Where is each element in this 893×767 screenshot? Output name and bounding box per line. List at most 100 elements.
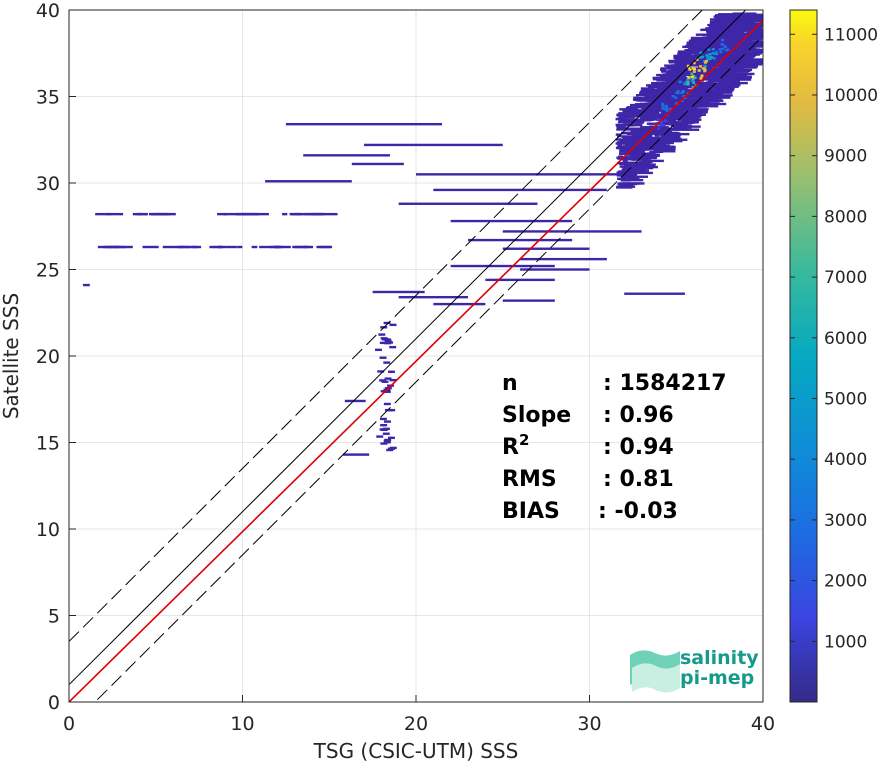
density-cell bbox=[649, 151, 656, 154]
density-cell bbox=[661, 134, 680, 138]
density-cell bbox=[638, 105, 653, 108]
density-cell bbox=[738, 16, 747, 19]
density-cell bbox=[750, 36, 763, 39]
density-column bbox=[379, 341, 387, 345]
density-cell bbox=[700, 83, 716, 87]
density-speckle bbox=[144, 212, 148, 216]
density-cell bbox=[724, 41, 741, 44]
density-core-cell bbox=[661, 107, 665, 110]
density-column bbox=[344, 399, 366, 403]
density-cell bbox=[667, 115, 685, 118]
density-cell bbox=[664, 76, 686, 80]
density-cell bbox=[731, 72, 755, 76]
density-cell bbox=[711, 89, 734, 92]
density-cell bbox=[637, 99, 651, 102]
density-cell bbox=[621, 131, 631, 135]
density-cell bbox=[618, 177, 635, 181]
density-speckle bbox=[237, 245, 243, 249]
density-cell bbox=[619, 165, 629, 168]
density-cell bbox=[625, 171, 646, 174]
density-streak bbox=[363, 143, 503, 147]
density-cell bbox=[617, 120, 642, 124]
density-cell bbox=[660, 67, 679, 70]
density-core-cell bbox=[664, 104, 668, 108]
density-cell bbox=[658, 117, 679, 120]
density-streak bbox=[285, 122, 443, 126]
density-streak bbox=[502, 230, 642, 233]
density-speckle bbox=[226, 245, 237, 249]
y-tick-label: 35 bbox=[36, 87, 60, 109]
density-cell bbox=[737, 51, 762, 55]
density-cell bbox=[752, 17, 763, 20]
density-cell bbox=[732, 46, 741, 50]
density-cell bbox=[653, 85, 673, 89]
density-core-cell bbox=[725, 48, 729, 52]
density-cell bbox=[709, 32, 731, 35]
density-cell bbox=[624, 115, 635, 119]
density-streak bbox=[433, 188, 607, 192]
upper-line bbox=[69, 10, 703, 642]
density-streak bbox=[520, 268, 590, 271]
density-core-cell bbox=[721, 47, 725, 51]
density-cell bbox=[666, 94, 684, 98]
density-cell bbox=[687, 110, 708, 113]
density-core-cell bbox=[703, 64, 707, 68]
density-cell bbox=[702, 66, 711, 70]
density-cell bbox=[618, 152, 629, 155]
density-cell bbox=[725, 30, 745, 33]
density-cell bbox=[732, 42, 742, 45]
density-cell bbox=[695, 33, 711, 36]
density-cell bbox=[641, 126, 653, 129]
density-core-cell bbox=[708, 57, 712, 61]
stat-label: n bbox=[502, 371, 518, 396]
density-cell bbox=[728, 76, 752, 79]
density-cell bbox=[627, 109, 649, 112]
density-cell bbox=[687, 62, 709, 66]
density-cell bbox=[697, 43, 721, 46]
density-column bbox=[376, 435, 384, 438]
reference-lines bbox=[69, 10, 763, 702]
density-cell bbox=[694, 38, 705, 42]
density-core-cell bbox=[699, 51, 703, 55]
density-cell bbox=[712, 21, 735, 25]
density-core-cell bbox=[721, 38, 725, 42]
y-axis-label: Satellite SSS bbox=[0, 293, 23, 419]
density-cell bbox=[640, 141, 653, 145]
density-cell bbox=[695, 86, 719, 89]
density-cell bbox=[701, 60, 716, 64]
density-cell bbox=[745, 48, 763, 52]
density-core-cell bbox=[687, 76, 691, 79]
density-cell bbox=[683, 101, 706, 104]
density-cell bbox=[719, 74, 742, 77]
density-cell bbox=[627, 168, 633, 171]
density-cell bbox=[699, 97, 723, 100]
density-cell bbox=[742, 46, 751, 49]
density-cell bbox=[707, 23, 713, 27]
density-cell bbox=[616, 117, 626, 121]
density-cell bbox=[693, 99, 699, 102]
identity-line bbox=[69, 10, 747, 686]
density-cell bbox=[685, 119, 697, 122]
density-core-cell bbox=[697, 69, 701, 72]
density-cell bbox=[709, 71, 729, 75]
density-column bbox=[384, 339, 392, 343]
density-cell bbox=[622, 110, 640, 114]
density-cell bbox=[654, 150, 676, 153]
x-tick-label: 20 bbox=[404, 713, 428, 735]
density-cell bbox=[640, 102, 649, 106]
density-cell bbox=[625, 147, 645, 150]
density-cell bbox=[631, 135, 637, 138]
density-cell bbox=[730, 21, 744, 24]
y-tick-label: 30 bbox=[36, 173, 60, 195]
density-cell bbox=[723, 81, 748, 85]
density-column bbox=[388, 370, 395, 373]
density-cell bbox=[660, 100, 684, 103]
density-cell bbox=[673, 56, 697, 60]
density-cell bbox=[673, 124, 680, 128]
density-column bbox=[383, 402, 391, 406]
density-cell bbox=[748, 15, 763, 19]
density-core-cell bbox=[703, 69, 707, 73]
density-core-cell bbox=[705, 54, 709, 57]
density-cell bbox=[660, 68, 667, 72]
density-cell bbox=[663, 126, 670, 129]
